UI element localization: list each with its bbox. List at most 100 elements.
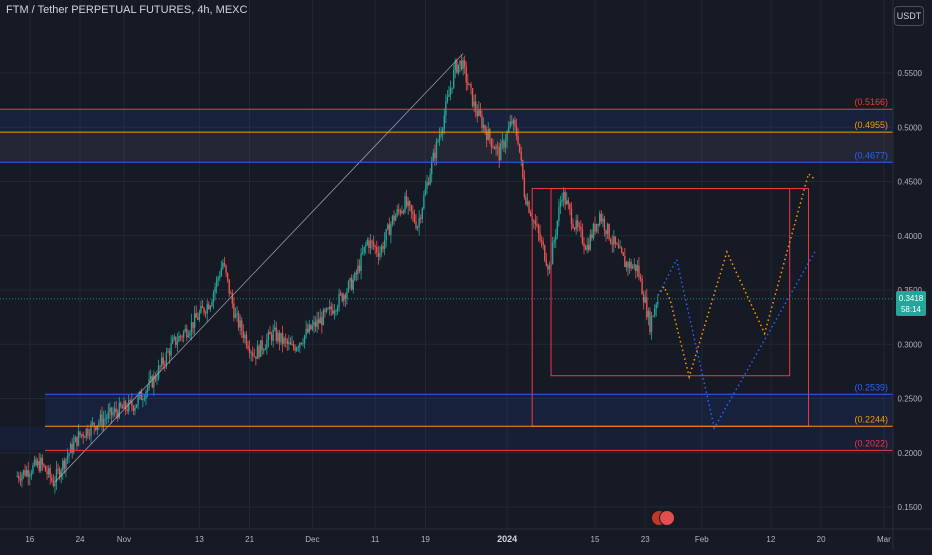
candle-body [396, 209, 398, 216]
candle-body [245, 334, 248, 346]
candle-body [143, 398, 146, 400]
candle-body [586, 244, 588, 250]
last-price-value: 0.3418 [898, 294, 924, 303]
candle-body [253, 355, 256, 357]
candle-body [479, 109, 482, 116]
candle-body [278, 332, 281, 343]
candle-body [462, 60, 464, 70]
candle-body [639, 277, 642, 279]
candle-body [484, 125, 486, 132]
level-label: (0.4955) [854, 120, 888, 130]
candle-body [274, 327, 276, 330]
candle-body [410, 205, 413, 212]
candle-body [631, 266, 634, 269]
candle-body [178, 336, 180, 342]
time-tick-label: 19 [421, 535, 430, 544]
candle-body [73, 442, 75, 453]
candle-body [211, 301, 213, 307]
candle-body [603, 218, 606, 231]
candle-body [231, 293, 234, 304]
candle-body [606, 223, 609, 234]
candle-body [291, 344, 293, 346]
candle-body [387, 224, 389, 230]
time-tick-label: 15 [591, 535, 600, 544]
candle-body [622, 252, 624, 256]
candle-body [107, 411, 109, 419]
candle-body [58, 469, 61, 478]
candle-body [102, 418, 105, 426]
candle-body [88, 435, 91, 437]
candle-body [305, 328, 307, 336]
candle-body [449, 88, 452, 95]
candle-body [490, 138, 493, 147]
candle-body [192, 322, 194, 328]
candle-body [156, 378, 158, 380]
candle-body [520, 151, 522, 161]
candle-body [261, 340, 263, 351]
candle-body [617, 244, 620, 248]
candle-body [149, 376, 152, 380]
candle-body [272, 329, 274, 341]
time-tick-label: 12 [766, 535, 775, 544]
horizontal-levels[interactable]: (0.5166) (0.4955) (0.4677) (0.2539) (0.2244)… [0, 97, 893, 451]
candle-body [179, 336, 182, 337]
candle-body [504, 141, 507, 148]
candle-body [215, 279, 218, 288]
candle-body [19, 478, 22, 481]
candle-body [255, 356, 257, 359]
candle-body [186, 328, 188, 338]
candle-body [16, 475, 18, 477]
candle-body [79, 431, 81, 436]
candle-body [559, 202, 562, 208]
candle-body [113, 408, 116, 413]
price-tick-label: 0.2500 [898, 395, 923, 404]
candle-body [266, 339, 268, 349]
currency-button[interactable]: USDT [894, 6, 924, 26]
candle-body [420, 217, 422, 219]
candle-body [533, 220, 535, 222]
symbol-title[interactable]: FTM / Tether PERPETUAL FUTURES, 4h, MEXC [6, 4, 248, 16]
candle-body [258, 345, 260, 357]
time-tick-label: 13 [195, 535, 204, 544]
candle-body [24, 470, 26, 476]
candle-body [33, 459, 36, 466]
candle-body [427, 182, 430, 185]
candle-body [440, 133, 442, 136]
candle-body [398, 209, 400, 211]
candle-body [522, 160, 524, 178]
candle-body [117, 412, 119, 418]
candle-body [115, 408, 117, 413]
candle-body [485, 131, 488, 141]
candle-body [602, 218, 604, 222]
candle-body [99, 414, 102, 423]
economic-events-icon[interactable] [651, 509, 675, 527]
candle-body [650, 316, 653, 333]
candle-body [233, 303, 235, 318]
candle-body [575, 220, 577, 230]
candle-body [581, 229, 584, 244]
candle-body [496, 146, 499, 148]
candle-body [237, 313, 240, 328]
candle-body [270, 334, 273, 341]
candle-body [655, 304, 657, 309]
candle-body [198, 312, 201, 320]
level-label: (0.2539) [854, 382, 888, 392]
candle-body [495, 146, 497, 150]
price-tick-label: 0.4000 [898, 232, 923, 241]
level-band [0, 426, 893, 451]
candle-body [608, 223, 610, 240]
candle-body [275, 327, 277, 341]
candle-body [126, 409, 128, 412]
candle-body [123, 401, 125, 409]
candle-body [137, 396, 139, 405]
candle-body [95, 426, 97, 430]
candle-body [52, 480, 55, 487]
candle-body [44, 465, 47, 472]
candle-body [517, 136, 519, 144]
candle-body [492, 146, 494, 148]
candle-body [372, 242, 375, 247]
candle-body [569, 204, 571, 209]
candle-body [401, 210, 403, 214]
